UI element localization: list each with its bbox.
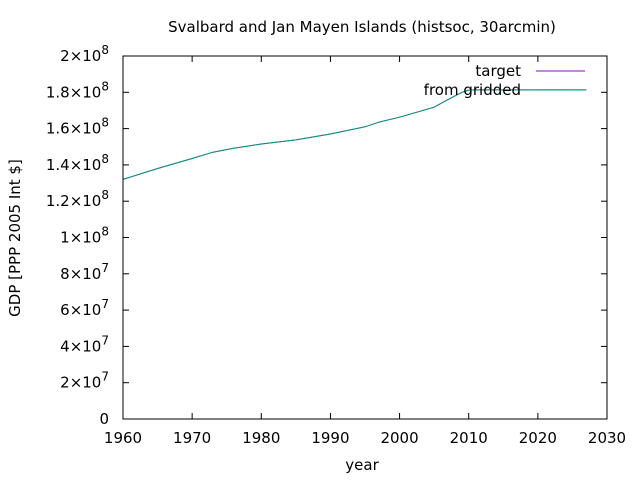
x-tick-label: 1960: [104, 429, 142, 447]
y-tick-label: 2×108: [60, 43, 109, 65]
x-axis-label: year: [345, 456, 379, 474]
y-axis-ticks: 0 2×107 4×107 6×107 8×107 1×108 1.2×108 1.4×108…: [46, 43, 607, 428]
series-line-target: [122, 89, 587, 180]
x-tick-label: 1990: [311, 429, 349, 447]
series-lines: [122, 89, 587, 180]
x-tick-label: 1980: [242, 429, 280, 447]
y-tick-label: 8×107: [60, 261, 109, 283]
y-tick-label: 6×107: [60, 297, 109, 319]
y-tick-label: 1.8×108: [46, 79, 109, 101]
legend-label: from gridded: [424, 81, 521, 99]
y-tick-label: 1.4×108: [46, 152, 109, 174]
x-axis-ticks: 1960 1970 1980 1990 2000 2010 2020 2030: [104, 56, 626, 447]
y-axis-label: GDP [PPP 2005 Int $]: [6, 159, 24, 317]
x-tick-label: 2000: [380, 429, 418, 447]
x-tick-label: 1970: [173, 429, 211, 447]
x-tick-label: 2010: [450, 429, 488, 447]
y-tick-label: 4×107: [60, 333, 109, 355]
plot-frame: [122, 55, 608, 420]
series-line-from-gridded: [122, 89, 587, 180]
y-tick-label: 1.6×108: [46, 116, 109, 138]
legend-label: target: [475, 62, 521, 80]
x-tick-label: 2020: [519, 429, 557, 447]
y-tick-label: 0: [99, 410, 109, 428]
x-tick-label: 2030: [588, 429, 626, 447]
chart-title: Svalbard and Jan Mayen Islands (histsoc,…: [168, 18, 556, 36]
y-tick-label: 1.2×108: [46, 188, 109, 210]
y-tick-label: 2×107: [60, 370, 109, 392]
y-tick-label: 1×108: [60, 225, 109, 247]
